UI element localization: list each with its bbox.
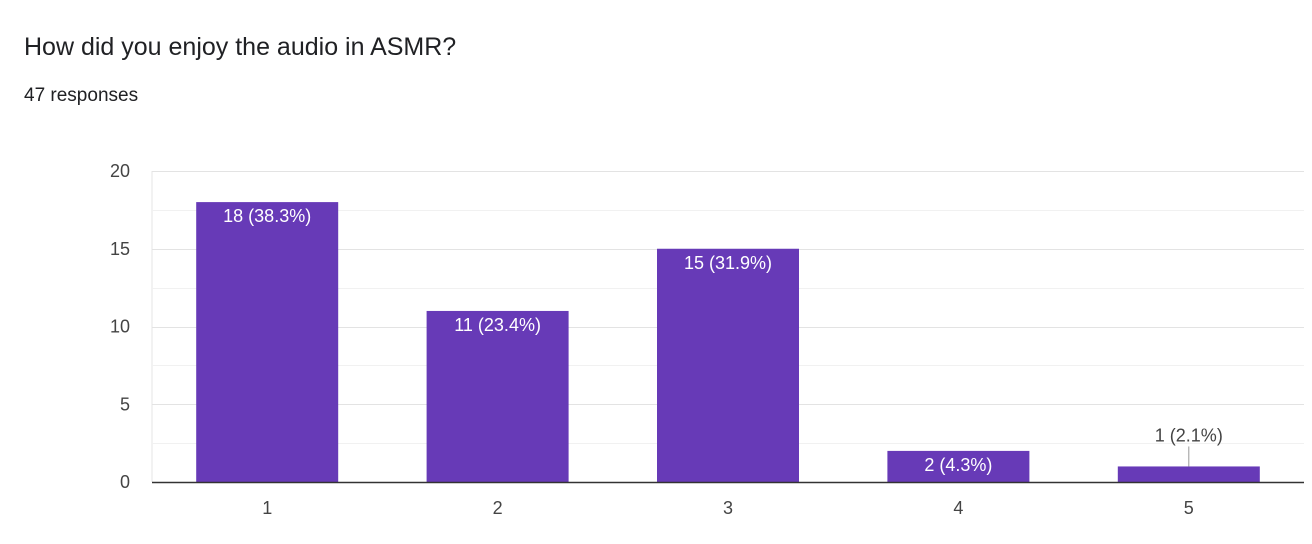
bar-1	[196, 202, 339, 482]
x-tick-label: 2	[493, 498, 503, 518]
bar-4	[887, 450, 1030, 482]
x-tick-label: 3	[723, 498, 733, 518]
data-label: 1 (2.1%)	[1155, 425, 1223, 445]
x-tick-label: 1	[262, 498, 272, 518]
data-label: 18 (38.3%)	[223, 206, 311, 226]
question-title: How did you enjoy the audio in ASMR?	[24, 33, 457, 61]
x-tick-label: 5	[1184, 498, 1194, 518]
bar-3	[657, 248, 799, 482]
data-label: 11 (23.4%)	[454, 315, 541, 335]
x-tick-label: 4	[953, 498, 963, 518]
x-axis-ticks: 1 2 3 4 5	[262, 498, 1194, 518]
y-axis-ticks: 0 5 10 15 20	[110, 161, 130, 492]
bars	[196, 202, 1260, 482]
response-count: 47 responses	[24, 85, 139, 106]
y-tick-label: 15	[110, 239, 130, 259]
y-tick-label: 20	[110, 161, 130, 181]
data-label: 2 (4.3%)	[924, 455, 992, 475]
bar-2	[426, 310, 569, 482]
y-tick-label: 10	[110, 317, 130, 337]
data-label: 15 (31.9%)	[684, 253, 772, 273]
y-tick-label: 5	[120, 394, 130, 414]
bar-5	[1117, 466, 1260, 482]
data-labels: 18 (38.3%) 11 (23.4%) 15 (31.9%) 2 (4.3%) 1 …	[223, 206, 1223, 475]
y-tick-label: 0	[120, 472, 130, 492]
